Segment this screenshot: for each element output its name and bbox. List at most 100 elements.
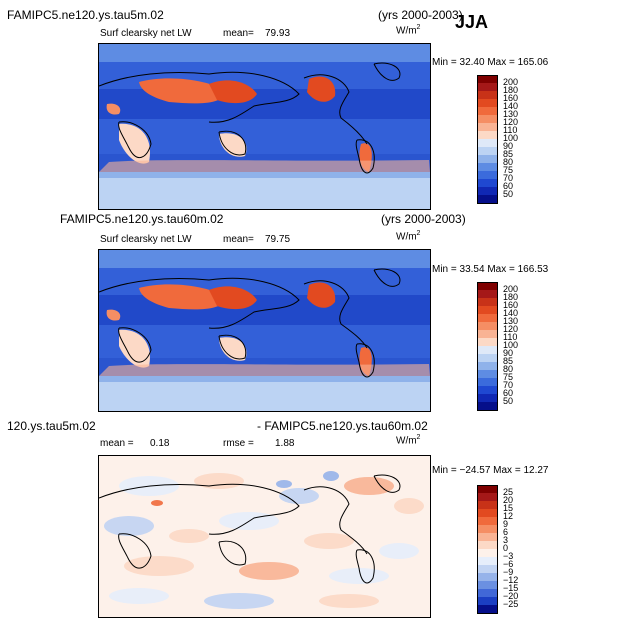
panel3-rmse-value: 1.88 xyxy=(275,438,295,449)
panel1-title: FAMIPC5.ne120.ys.tau5m.02 xyxy=(7,8,164,22)
panel1-years: (yrs 2000-2003) xyxy=(378,8,463,22)
colorbar-cell xyxy=(477,605,498,614)
colorbar-tick-label: −6 xyxy=(503,559,514,569)
panel3-title-left: 120.ys.tau5m.02 xyxy=(7,419,96,433)
panel3-min-max: Min = −24.57 Max = 12.27 xyxy=(432,465,549,476)
panel3-mean-label: mean = xyxy=(100,438,134,449)
colorbar-cell xyxy=(477,394,498,402)
colorbar-cell xyxy=(477,362,498,370)
colorbar-cell xyxy=(477,123,498,131)
colorbar-tick-label: 50 xyxy=(503,396,514,406)
colorbar-cell xyxy=(477,573,498,581)
colorbar-tick-label: 3 xyxy=(503,535,509,545)
colorbar-cell xyxy=(477,493,498,501)
colorbar-tick-label: 140 xyxy=(503,101,519,111)
colorbar-cell xyxy=(477,541,498,549)
colorbar-tick-label: −3 xyxy=(503,551,514,561)
colorbar-cell xyxy=(477,330,498,338)
colorbar-cell xyxy=(477,147,498,155)
colorbar-tick-label: 120 xyxy=(503,324,519,334)
colorbar-cell xyxy=(477,282,498,291)
colorbar-cell xyxy=(477,163,498,171)
colorbar-tick-label: 90 xyxy=(503,141,514,151)
panel2-colorbar: 200 180 160 140 130 120 110 100 90 85 80 75 70 60 50 xyxy=(477,282,518,411)
colorbar-cell xyxy=(477,131,498,139)
colorbar-tick-label: 160 xyxy=(503,93,519,103)
colorbar-cell xyxy=(477,533,498,541)
colorbar-cell xyxy=(477,378,498,386)
colorbar-tick-label: −15 xyxy=(503,583,519,593)
colorbar-cell xyxy=(477,346,498,354)
colorbar-cell xyxy=(477,402,498,411)
colorbar-tick-label: −12 xyxy=(503,575,519,585)
colorbar-cell xyxy=(477,557,498,565)
colorbar-cell xyxy=(477,370,498,378)
season-label: JJA xyxy=(455,12,489,32)
colorbar-tick-label: −9 xyxy=(503,567,514,577)
colorbar-tick-label: 25 xyxy=(503,487,514,497)
panel1-mean-label: mean= xyxy=(223,28,254,39)
colorbar-cell xyxy=(477,509,498,517)
colorbar-cell xyxy=(477,139,498,147)
colorbar-cell xyxy=(477,338,498,346)
panel2-years: (yrs 2000-2003) xyxy=(381,212,466,226)
colorbar-cell xyxy=(477,75,498,84)
panel3-colorbar: 25 20 15 12 9 6 3 0 −3 −6 −9 −12 −15 −20 −25 xyxy=(477,485,518,614)
colorbar-tick-label: 200 xyxy=(503,284,519,294)
colorbar-tick-label: 60 xyxy=(503,181,514,191)
colorbar-tick-label: 75 xyxy=(503,165,514,175)
panel2-min-max: Min = 33.54 Max = 166.53 xyxy=(432,264,549,275)
panel3-units: W/m2 xyxy=(396,434,421,447)
panel2-map xyxy=(98,249,431,412)
colorbar-cell xyxy=(477,99,498,107)
colorbar-cell xyxy=(477,171,498,179)
colorbar-tick-label: 160 xyxy=(503,300,519,310)
colorbar-cell xyxy=(477,549,498,557)
colorbar-cell xyxy=(477,298,498,306)
colorbar-tick-label: 75 xyxy=(503,372,514,382)
colorbar-cell xyxy=(477,581,498,589)
colorbar-tick-label: 90 xyxy=(503,348,514,358)
colorbar-cell xyxy=(477,354,498,362)
colorbar-cell xyxy=(477,589,498,597)
panel1-min-max: Min = 32.40 Max = 165.06 xyxy=(432,57,549,68)
colorbar-cell xyxy=(477,290,498,298)
colorbar-cell xyxy=(477,306,498,314)
colorbar-tick-label: 9 xyxy=(503,519,509,529)
panel3-map xyxy=(98,455,431,618)
colorbar-tick-label: 80 xyxy=(503,364,514,374)
colorbar-cell xyxy=(477,155,498,163)
panel2-units: W/m2 xyxy=(396,230,421,243)
colorbar-tick-label: 180 xyxy=(503,85,519,95)
panel2-variable: Surf clearsky net LW xyxy=(100,234,192,245)
colorbar-tick-label: 70 xyxy=(503,173,514,183)
colorbar-tick-label: 70 xyxy=(503,380,514,390)
colorbar-tick-label: 0 xyxy=(503,543,509,553)
colorbar-tick-label: 120 xyxy=(503,117,519,127)
colorbar-cell xyxy=(477,314,498,322)
panel3-rmse-label: rmse = xyxy=(223,438,254,449)
panel3-mean-value: 0.18 xyxy=(150,438,170,449)
colorbar-tick-label: 180 xyxy=(503,292,519,302)
colorbar-tick-label: 60 xyxy=(503,388,514,398)
colorbar-tick-label: 15 xyxy=(503,503,514,513)
colorbar-cell xyxy=(477,597,498,605)
colorbar-tick-label: 100 xyxy=(503,340,519,350)
colorbar-tick-label: 100 xyxy=(503,133,519,143)
colorbar-cell xyxy=(477,179,498,187)
panel2-title: FAMIPC5.ne120.ys.tau60m.02 xyxy=(60,212,224,226)
colorbar-tick-label: 12 xyxy=(503,511,514,521)
panel1-variable: Surf clearsky net LW xyxy=(100,28,192,39)
colorbar-tick-label: −20 xyxy=(503,591,519,601)
colorbar-tick-label: 6 xyxy=(503,527,509,537)
panel1-mean-value: 79.93 xyxy=(265,28,291,39)
colorbar-tick-label: 200 xyxy=(503,77,519,87)
colorbar-tick-label: 85 xyxy=(503,149,514,159)
colorbar-tick-label: 130 xyxy=(503,109,519,119)
colorbar-cell xyxy=(477,187,498,195)
colorbar-cell xyxy=(477,501,498,509)
colorbar-cell xyxy=(477,517,498,525)
colorbar-cell xyxy=(477,525,498,533)
colorbar-cell xyxy=(477,322,498,330)
panel1-map xyxy=(98,43,431,210)
